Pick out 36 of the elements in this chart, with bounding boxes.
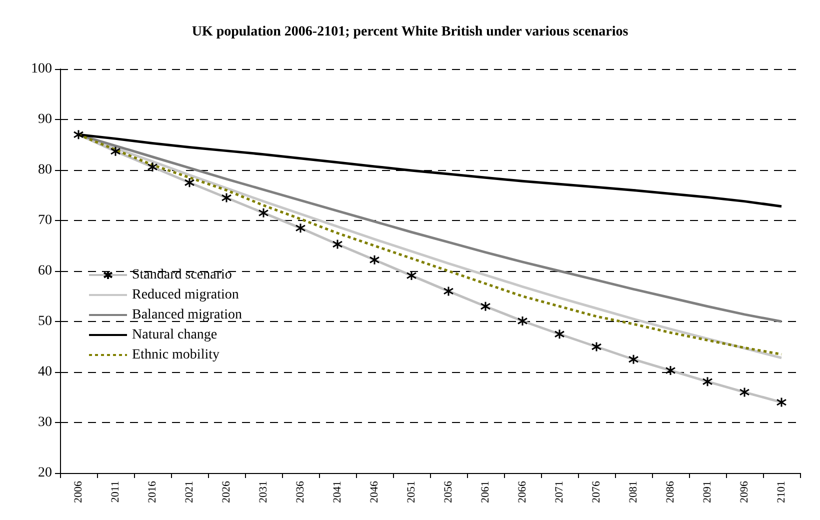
x-tick-label: 2101 bbox=[776, 481, 788, 503]
legend-label: Natural change bbox=[132, 328, 218, 342]
y-tick-label: 100 bbox=[31, 62, 52, 76]
x-tick-label: 2006 bbox=[72, 480, 84, 503]
y-tick-label: 40 bbox=[38, 364, 52, 380]
x-tick-label: 2051 bbox=[406, 481, 418, 503]
x-tick-label: 2066 bbox=[516, 480, 528, 503]
x-tick-label: 2071 bbox=[554, 481, 566, 503]
legend-label: Ethnic mobility bbox=[132, 348, 220, 362]
x-tick-label: 2036 bbox=[294, 480, 306, 503]
x-tick-label: 2096 bbox=[738, 480, 750, 503]
y-tick-label: 20 bbox=[38, 466, 52, 480]
y-tick-label: 70 bbox=[38, 213, 52, 228]
x-tick-label: 2076 bbox=[590, 480, 602, 503]
legend-label: Reduced migration bbox=[132, 288, 239, 302]
x-tick-label: 2021 bbox=[184, 481, 196, 503]
y-tick-label: 60 bbox=[38, 264, 52, 278]
point bbox=[73, 129, 84, 140]
x-tick-label: 2086 bbox=[664, 480, 676, 503]
x-tick-label: 2026 bbox=[220, 480, 232, 503]
x-tick-label: 2091 bbox=[702, 481, 714, 503]
x-tick-label: 2056 bbox=[442, 480, 454, 503]
y-tick-label: 50 bbox=[38, 314, 52, 329]
legend-label: Balanced migration bbox=[132, 308, 242, 322]
x-tick-label: 2061 bbox=[480, 481, 492, 503]
y-tick-label: 80 bbox=[38, 162, 52, 178]
x-tick-label: 2081 bbox=[628, 481, 640, 503]
y-tick-label: 30 bbox=[38, 415, 52, 430]
legend-label: Standard scenario bbox=[132, 268, 232, 282]
chart-title: UK population 2006-2101; percent White British under various scenarios bbox=[192, 24, 629, 40]
x-tick-label: 2016 bbox=[146, 480, 158, 503]
y-tick-label: 90 bbox=[38, 112, 52, 127]
x-tick-label: 2011 bbox=[110, 481, 122, 503]
x-tick-label: 2041 bbox=[332, 481, 344, 503]
x-tick-label: 2046 bbox=[368, 480, 380, 503]
x-tick-label: 2031 bbox=[258, 481, 270, 503]
